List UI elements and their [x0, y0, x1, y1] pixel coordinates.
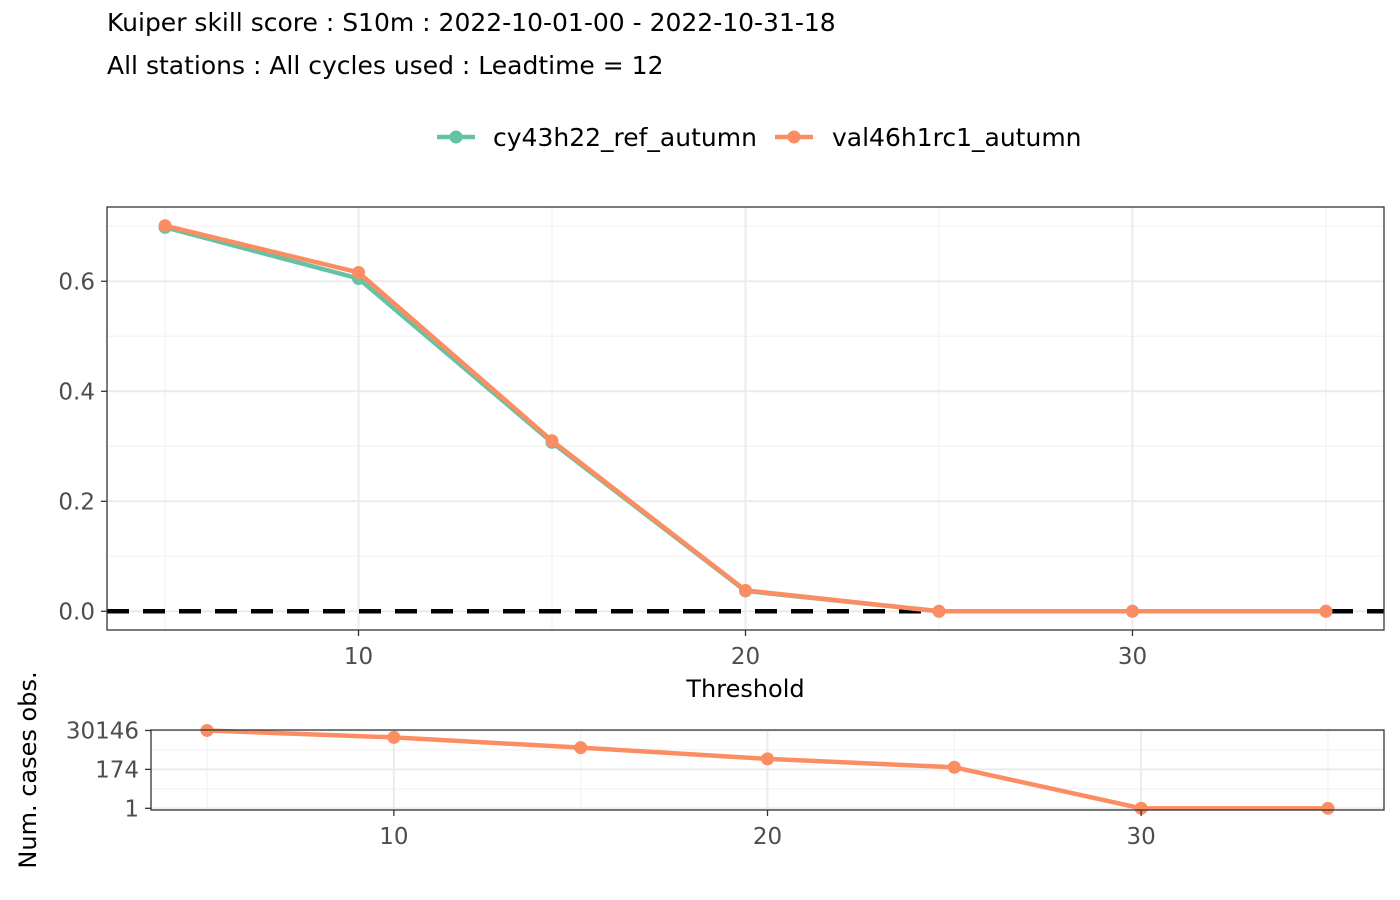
obs-data-point [761, 752, 774, 766]
data-point [545, 434, 559, 448]
obs-x-tick-label: 30 [1126, 824, 1155, 850]
obs-y-tick-label: 1 [124, 796, 139, 822]
legend-label: val46h1rc1_autumn [832, 123, 1082, 152]
obs-x-tick-label: 20 [753, 824, 782, 850]
legend-label: cy43h22_ref_autumn [493, 123, 757, 152]
obs-data-point [1134, 801, 1148, 815]
observations-panel: 10 20 30 1 174 30146 Num. cases obs. [14, 671, 1385, 869]
data-point [932, 604, 946, 618]
x-tick-label: 20 [731, 644, 760, 670]
obs-data-point [1321, 801, 1335, 815]
obs-y-tick-label: 30146 [66, 718, 139, 744]
data-point [158, 219, 172, 233]
chart-title: Kuiper skill score : S10m : 2022-10-01-0… [107, 8, 836, 37]
obs-y-axis-label: Num. cases obs. [14, 671, 42, 868]
y-tick-label: 0.6 [58, 269, 95, 295]
x-axis-label: Threshold [685, 675, 804, 703]
obs-data-point [574, 741, 588, 755]
x-tick-label: 30 [1118, 644, 1147, 670]
data-point [1125, 604, 1139, 618]
data-point [352, 265, 366, 279]
obs-data-point [387, 730, 401, 744]
main-panel: 10 20 30 0.0 0.2 0.4 0.6 Threshold [58, 206, 1385, 703]
legend-swatch-point [787, 130, 801, 144]
data-point [739, 583, 752, 597]
legend-swatch-point [449, 130, 463, 144]
y-tick-label: 0.0 [58, 599, 95, 625]
data-point [1319, 604, 1333, 618]
obs-data-point [947, 760, 961, 774]
y-tick-label: 0.4 [58, 379, 95, 405]
chart-subtitle: All stations : All cycles used : Leadtim… [107, 51, 664, 80]
legend: cy43h22_ref_autumn val46h1rc1_autumn [437, 123, 1082, 152]
obs-y-tick-label: 174 [95, 757, 139, 783]
x-tick-label: 10 [344, 644, 373, 670]
y-tick-label: 0.2 [58, 489, 95, 515]
obs-x-tick-label: 10 [379, 824, 408, 850]
